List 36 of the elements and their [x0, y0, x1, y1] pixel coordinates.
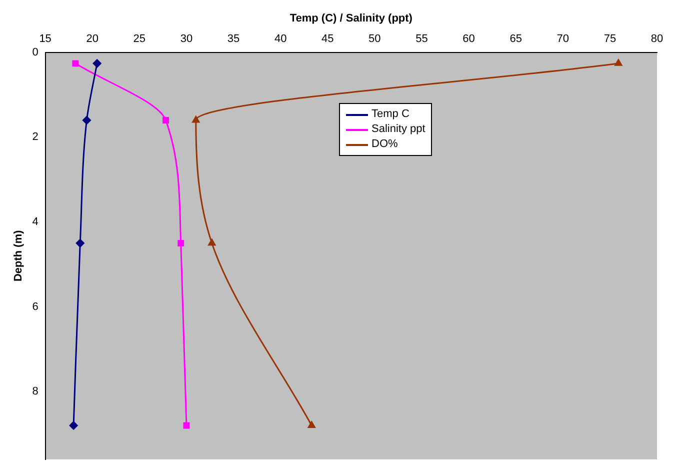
x-tick-label: 35: [227, 32, 240, 45]
point: [76, 238, 84, 248]
x-tick-label: 75: [604, 32, 616, 45]
point: [72, 60, 79, 67]
legend-label: Temp C: [372, 107, 410, 122]
x-tick-label: 30: [180, 32, 193, 45]
x-tick-label: 40: [274, 32, 287, 45]
x-tick-label: 80: [650, 32, 664, 45]
point: [69, 421, 78, 430]
y-tick-label: 2: [32, 131, 38, 144]
x-tick-label: 65: [510, 32, 522, 45]
x-tick-label: 55: [416, 32, 428, 45]
point: [162, 117, 169, 124]
y-tick-label: 8: [32, 386, 38, 398]
x-tick-label: 15: [39, 32, 52, 45]
x-axis-title: Temp (C) / Salinity (ppt): [290, 12, 413, 25]
point: [192, 116, 200, 123]
x-tick-label: 20: [86, 32, 98, 45]
point: [92, 59, 102, 68]
point: [183, 422, 190, 429]
legend-label: Salinity ppt: [372, 122, 426, 137]
y-tick-label: 4: [32, 216, 38, 228]
x-tick-label: 60: [462, 32, 475, 45]
point: [82, 116, 91, 124]
x-tick-label: 50: [368, 32, 381, 45]
point: [208, 238, 216, 246]
y-tick-label: 0: [32, 46, 38, 58]
x-tick-label: 45: [322, 32, 334, 45]
point: [308, 421, 316, 428]
legend-label: DO%: [372, 137, 398, 152]
y-axis-title: Depth (m): [12, 230, 25, 282]
x-tick-label: 70: [556, 32, 570, 45]
y-tick-label: 6: [32, 300, 38, 313]
point: [614, 59, 622, 66]
point: [178, 240, 184, 246]
x-tick-label: 25: [133, 32, 146, 45]
